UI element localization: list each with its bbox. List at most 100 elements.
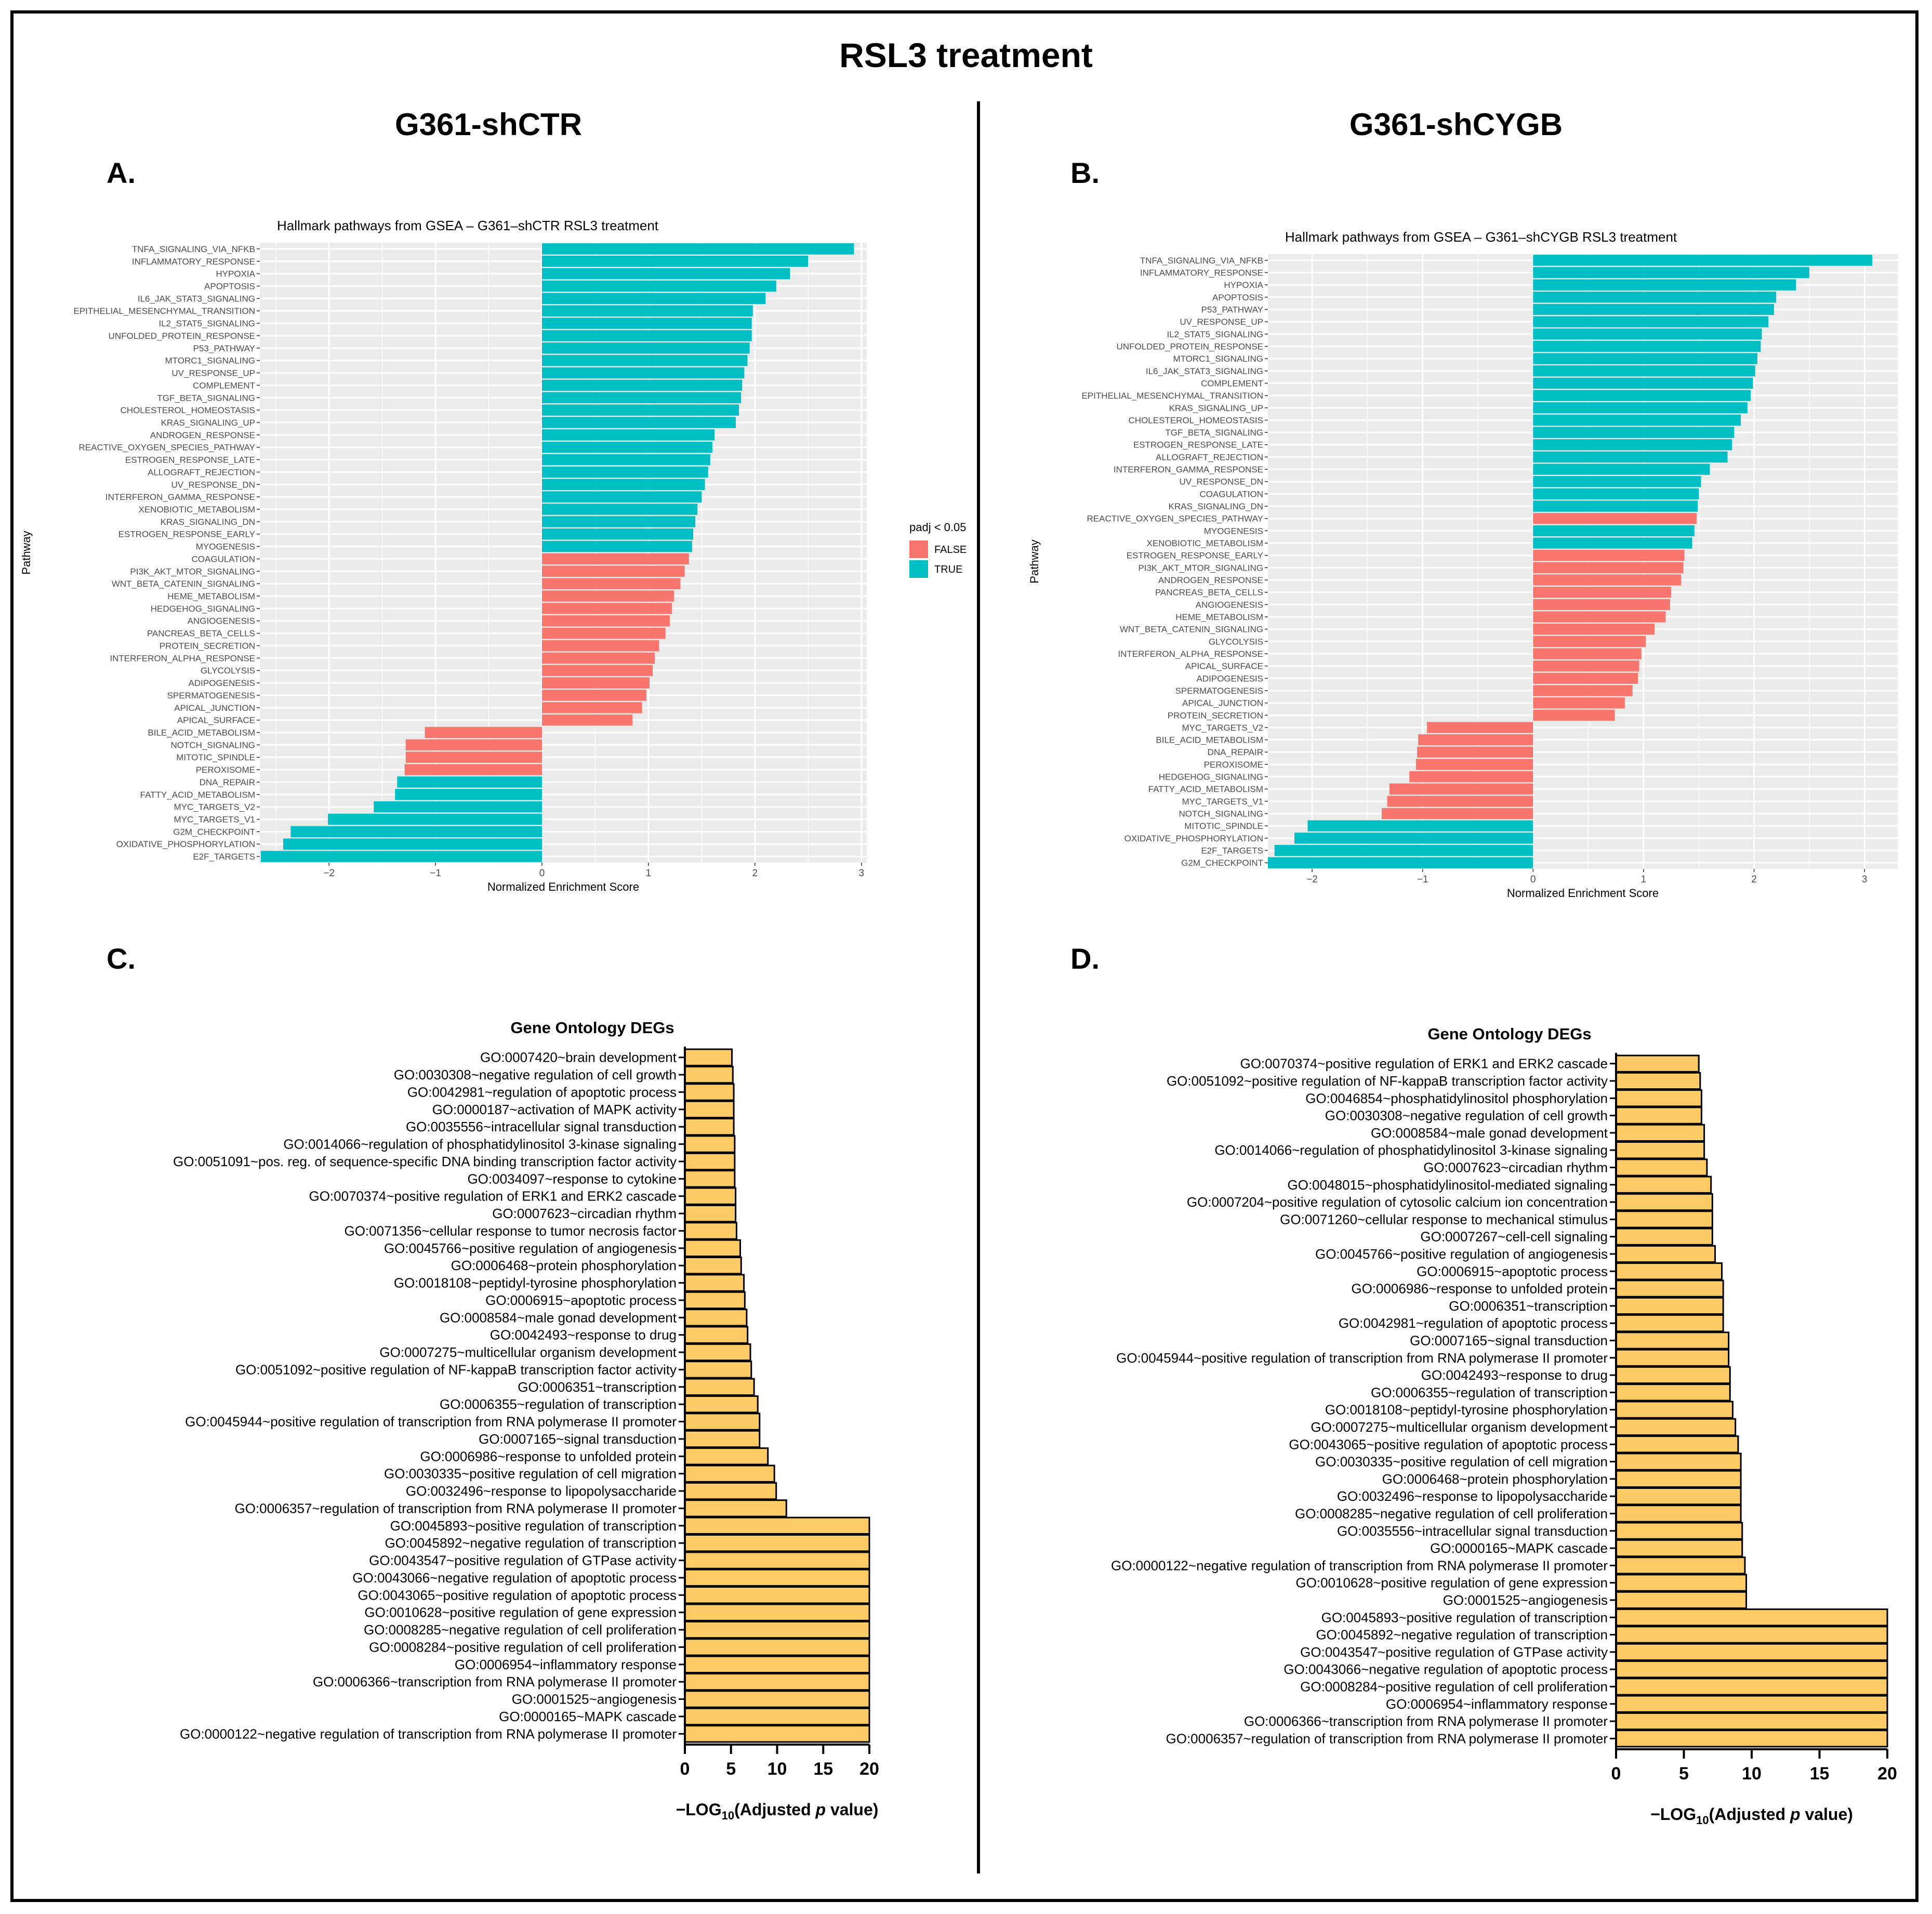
gsea-shctr-legend-label: FALSE: [934, 544, 967, 556]
go-shcygb-category-label: GO:0006915~apoptotic process: [1417, 1263, 1608, 1279]
gsea-shctr-bar: [405, 751, 542, 763]
gsea-shctr-bar: [542, 504, 698, 515]
gsea-shctr-category-label: IL2_STAT5_SIGNALING: [159, 319, 256, 328]
gsea-shcygb-bar: [1533, 414, 1741, 426]
gsea-shctr-category-label: IL6_JAK_STAT3_SIGNALING: [138, 294, 255, 303]
gsea-shctr-xtick-label: −1: [430, 868, 441, 879]
go-shcygb-bar: [1615, 1072, 1701, 1090]
gsea-shcygb-bar: [1427, 722, 1533, 733]
gsea-shctr-category-label: SPERMATOGENESIS: [167, 691, 255, 701]
gsea-shctr-category-label: PEROXISOME: [196, 765, 255, 775]
gsea-shctr-bar: [542, 640, 659, 652]
go-shctr-x-axis-title: −LOG10(Adjusted p value): [676, 1800, 879, 1822]
gsea-shcygb-category-label: UV_RESPONSE_UP: [1180, 317, 1263, 327]
gsea-shctr-bar: [542, 714, 633, 726]
gsea-shcygb-bar: [1533, 353, 1757, 364]
go-shcygb-category-label: GO:0030308~negative regulation of cell g…: [1325, 1108, 1608, 1124]
gsea-shctr-category-label: PROTEIN_SECRETION: [160, 641, 255, 651]
go-shcygb-bar: [1615, 1141, 1705, 1159]
gsea-shctr-category-label: ANGIOGENESIS: [188, 616, 255, 626]
gsea-shctr-category-label: UV_RESPONSE_DN: [171, 480, 255, 490]
go-shctr-category-label: GO:0007275~multicellular organism develo…: [379, 1344, 677, 1360]
go-shcygb-category-label: GO:0006986~response to unfolded protein: [1351, 1281, 1608, 1297]
go-shctr-category-label: GO:0006351~transcription: [518, 1379, 677, 1395]
go-shctr-bar: [684, 1274, 745, 1292]
gsea-shctr-bar: [542, 603, 672, 614]
go-shcygb-category-label: GO:0045892~negative regulation of transc…: [1316, 1627, 1608, 1643]
go-shctr-bar: [684, 1187, 737, 1205]
go-shcygb-bar: [1615, 1643, 1888, 1661]
gsea-shctr-bar: [405, 739, 542, 751]
gsea-shcygb-bar: [1533, 500, 1698, 512]
figure-title: RSL3 treatment: [839, 36, 1093, 74]
gsea-shctr-category-label: UV_RESPONSE_UP: [171, 368, 255, 378]
go-shctr-category-label: GO:0051092~positive regulation of NF-kap…: [235, 1362, 677, 1377]
go-shctr-category-label: GO:0030308~negative regulation of cell g…: [394, 1067, 677, 1083]
go-shctr-category-label: GO:0035556~intracellular signal transduc…: [406, 1119, 677, 1134]
figure-frame: [10, 10, 1918, 1902]
gsea-shctr-category-label: BILE_ACID_METABOLISM: [148, 728, 255, 737]
go-shcygb-category-label: GO:0006351~transcription: [1449, 1298, 1608, 1314]
go-shctr-bar: [684, 1551, 870, 1569]
gsea-shcygb-bar: [1533, 390, 1751, 401]
gsea-shcygb-bar: [1533, 488, 1699, 500]
gsea-shctr-bar: [542, 665, 653, 676]
gsea-shctr-bar: [395, 789, 542, 800]
gsea-shctr-category-label: MYC_TARGETS_V2: [174, 802, 255, 812]
go-shctr-category-label: GO:0070374~positive regulation of ERK1 a…: [309, 1189, 677, 1204]
go-shctr-category-label: GO:0007623~circadian rhythm: [492, 1206, 677, 1221]
go-shctr-category-label: GO:0014066~regulation of phosphatidylino…: [283, 1137, 677, 1152]
gsea-shctr-bar: [425, 727, 542, 738]
go-shcygb-category-label: GO:0008285~negative regulation of cell p…: [1295, 1506, 1608, 1521]
gsea-shctr-bar: [542, 466, 708, 478]
gsea-shcygb-category-label: OXIDATIVE_PHOSPHORYLATION: [1124, 834, 1263, 843]
gsea-shctr-category-label: XENOBIOTIC_METABOLISM: [138, 505, 255, 514]
gsea-shcygb-bar: [1533, 365, 1755, 377]
gsea-shctr-category-label: MTORC1_SIGNALING: [165, 356, 255, 366]
gsea-shctr-bar: [542, 652, 655, 664]
gsea-shctr-bar: [542, 268, 790, 280]
go-shctr-bar: [684, 1170, 736, 1188]
gsea-shcygb-xtick-label: 2: [1751, 874, 1757, 885]
gsea-shcygb-category-label: TGF_BETA_SIGNALING: [1165, 428, 1263, 438]
gsea-shcygb-category-label: MITOTIC_SPINDLE: [1184, 821, 1263, 831]
go-shcygb-category-label: GO:0043066~negative regulation of apopto…: [1283, 1661, 1608, 1677]
gsea-shcygb-xtick-label: 1: [1641, 874, 1647, 885]
go-shctr-bar: [684, 1638, 870, 1656]
go-shcygb-bar: [1615, 1401, 1733, 1419]
gsea-shctr-bar: [374, 801, 542, 813]
gsea-shctr-category-label: MITOTIC_SPINDLE: [176, 753, 255, 762]
go-shcygb-bar: [1615, 1712, 1888, 1731]
go-shctr-bar: [684, 1361, 752, 1379]
panel-label-c: C.: [107, 942, 136, 975]
gsea-shcygb-bar: [1533, 660, 1639, 672]
gsea-shctr-category-label: UNFOLDED_PROTEIN_RESPONSE: [109, 331, 255, 341]
go-shctr-category-label: GO:0006986~response to unfolded protein: [420, 1448, 677, 1464]
gsea-shctr-category-label: OXIDATIVE_PHOSPHORYLATION: [116, 839, 255, 849]
go-shcygb-chart-title: Gene Ontology DEGs: [1427, 1025, 1591, 1043]
go-shctr-bar: [684, 1395, 759, 1414]
gsea-shctr-category-label: G2M_CHECKPOINT: [173, 827, 255, 837]
go-shcygb-xtick-label: 10: [1742, 1764, 1762, 1784]
gsea-shcygb-bar: [1418, 734, 1533, 746]
go-shcygb-bar: [1615, 1453, 1742, 1471]
go-shcygb-category-label: GO:0007623~circadian rhythm: [1423, 1159, 1608, 1175]
go-shctr-bar: [684, 1707, 870, 1726]
go-shctr-bar: [684, 1118, 735, 1136]
go-shcygb-xtick-label: 0: [1611, 1764, 1621, 1784]
gsea-shctr-legend-title: padj < 0.05: [909, 521, 966, 534]
gsea-shcygb-category-label: ADIPOGENESIS: [1197, 674, 1263, 683]
go-shctr-bar: [684, 1378, 755, 1396]
gsea-shcygb-category-label: PANCREAS_BETA_CELLS: [1155, 588, 1263, 598]
go-shctr-category-label: GO:0043547~positive regulation of GTPase…: [369, 1553, 677, 1568]
gsea-shcygb-bar: [1533, 267, 1809, 279]
gsea-shctr-category-label: ADIPOGENESIS: [189, 678, 255, 688]
go-shctr-bar: [684, 1239, 741, 1257]
go-shcygb-category-label: GO:0045766~positive regulation of angiog…: [1315, 1246, 1608, 1262]
go-shcygb-bar: [1615, 1504, 1742, 1523]
go-shcygb-bar: [1615, 1522, 1743, 1540]
gsea-shctr-bar: [404, 764, 542, 775]
gsea-shcygb-category-label: ESTROGEN_RESPONSE_LATE: [1133, 440, 1263, 450]
go-shctr-category-label: GO:0045892~negative regulation of transc…: [385, 1535, 677, 1551]
go-shctr-bar: [684, 1603, 870, 1621]
